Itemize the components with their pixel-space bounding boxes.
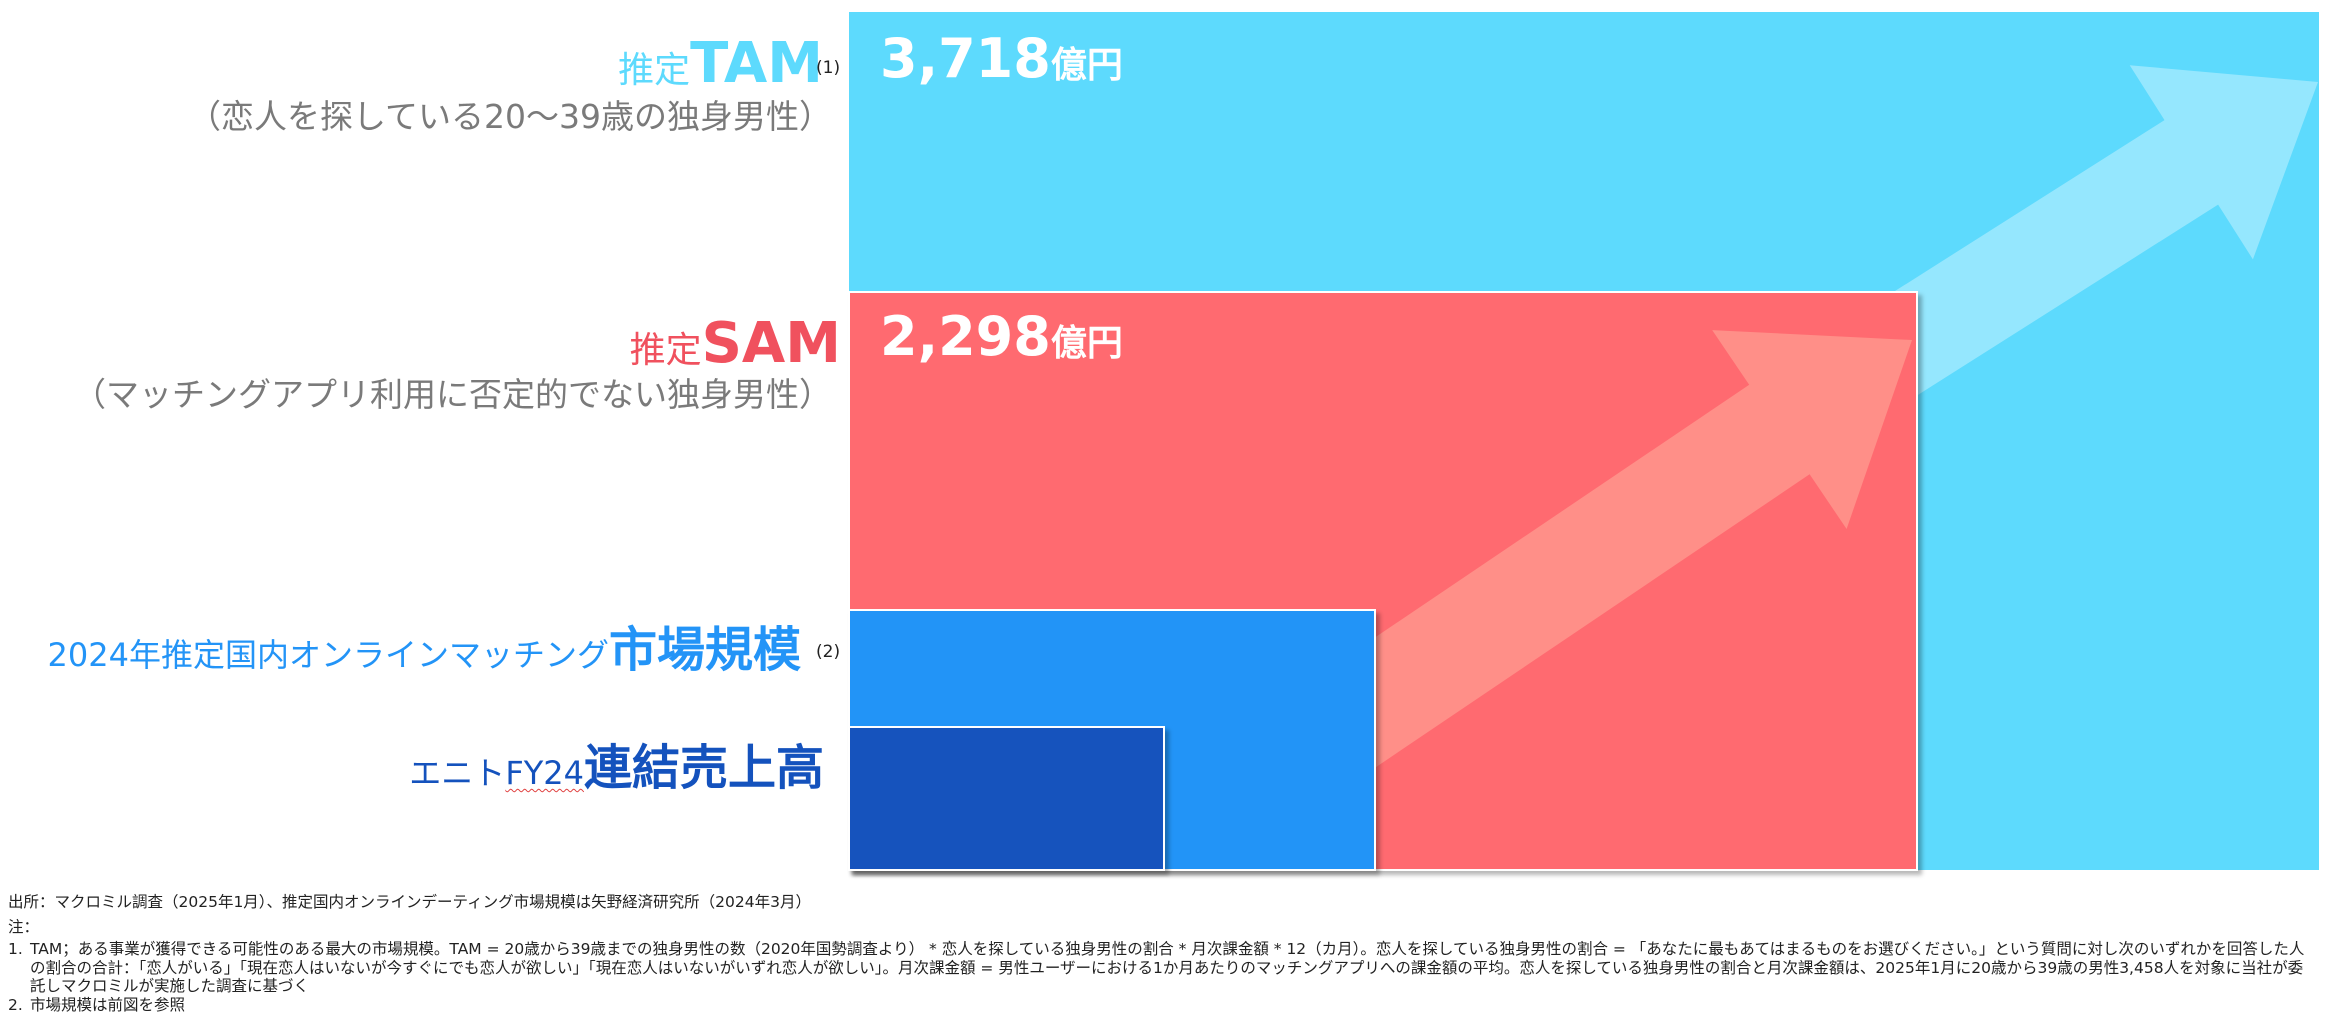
sam-emphasis: SAM <box>701 311 841 376</box>
tam-value-number: 3,718 <box>880 27 1051 90</box>
notes-title: 注： <box>8 918 40 936</box>
sam-label: 推定SAM <box>630 316 841 372</box>
note-number: 2. <box>8 995 23 1014</box>
note-number: 1. <box>8 940 23 958</box>
market-note-ref: (2) <box>816 642 841 662</box>
sam-value: 2,298億円 <box>880 310 1123 364</box>
tam-value: 3,718億円 <box>880 32 1123 86</box>
sales-prefix-1: エニト <box>409 754 506 792</box>
tam-value-unit: 億円 <box>1050 45 1123 86</box>
tam-note-ref: (1) <box>816 58 841 78</box>
note-item: 2. 市場規模は前図を参照 <box>8 996 2318 1015</box>
tam-emphasis: TAM <box>690 31 823 96</box>
sales-prefix-2: FY24 <box>505 754 584 792</box>
sam-description: （マッチングアプリ利用に否定的でない独身男性） <box>73 375 832 414</box>
note-text: 市場規模は前図を参照 <box>30 995 186 1014</box>
note-item: 1. TAM；ある事業が獲得できる可能性のある最大の市場規模。TAM = 20歳… <box>8 940 2318 996</box>
sam-value-unit: 億円 <box>1050 323 1123 364</box>
notes-list: 1. TAM；ある事業が獲得できる可能性のある最大の市場規模。TAM = 20歳… <box>8 940 2318 1014</box>
note-text: TAM；ある事業が獲得できる可能性のある最大の市場規模。TAM = 20歳から3… <box>30 940 2305 996</box>
sales-label: エニトFY24連結売上高 <box>409 744 824 792</box>
tam-label: 推定TAM <box>618 36 823 92</box>
source-text: 出所：マクロミル調査（2025年1月）、推定国内オンラインデーティング市場規模は… <box>8 893 811 911</box>
sam-prefix: 推定 <box>629 330 702 371</box>
sam-growth-arrow-icon <box>1259 330 1912 805</box>
market-prefix: 2024年推定国内オンラインマッチング <box>47 636 609 674</box>
market-emphasis: 市場規模 <box>608 622 801 678</box>
sales-emphasis: 連結売上高 <box>583 740 824 796</box>
sam-value-number: 2,298 <box>880 305 1051 368</box>
market-label: 2024年推定国内オンラインマッチング市場規模 <box>48 626 801 674</box>
tam-prefix: 推定 <box>618 50 691 91</box>
sales-area <box>848 726 1165 871</box>
tam-description: （恋人を探している20～39歳の独身男性） <box>188 97 832 136</box>
